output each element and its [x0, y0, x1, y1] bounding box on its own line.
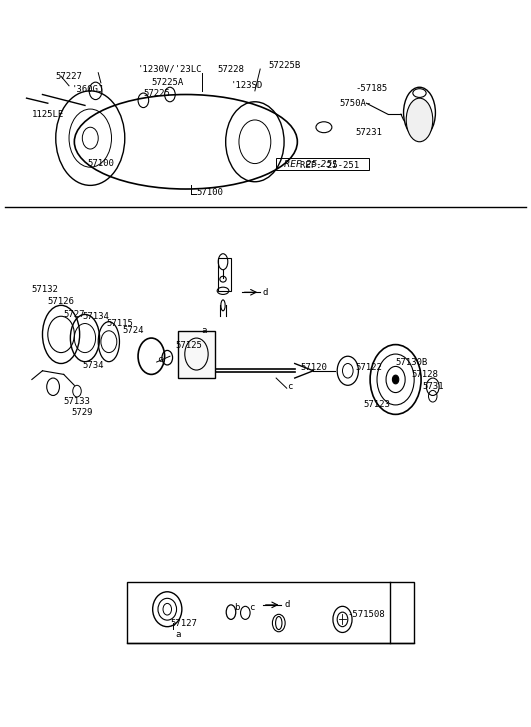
Text: 57125: 57125 — [175, 341, 202, 350]
Text: 57123: 57123 — [364, 401, 391, 409]
Text: REF. 25-251: REF. 25-251 — [300, 161, 359, 169]
Text: 5750A-: 5750A- — [340, 100, 372, 108]
Text: 57227: 57227 — [56, 72, 83, 81]
Text: 57127: 57127 — [170, 619, 197, 628]
Text: '1230V/'23LC: '1230V/'23LC — [138, 65, 202, 73]
Text: 57126: 57126 — [48, 297, 75, 306]
Text: 5731: 5731 — [422, 382, 443, 391]
Text: c: c — [287, 382, 292, 391]
Text: 57120: 57120 — [300, 363, 327, 371]
Text: 57231: 57231 — [356, 128, 383, 137]
Text: -57185: -57185 — [356, 84, 388, 93]
Text: 57133: 57133 — [64, 397, 91, 406]
Bar — [276, 158, 369, 170]
Text: 57100: 57100 — [196, 188, 224, 197]
Bar — [218, 258, 231, 291]
Text: 57225A: 57225A — [151, 78, 184, 87]
Text: 5724: 5724 — [122, 326, 143, 335]
Text: a: a — [175, 630, 181, 639]
Text: 57128: 57128 — [412, 370, 439, 379]
Text: 57115: 57115 — [106, 319, 133, 328]
Text: 57134: 57134 — [82, 312, 109, 321]
Bar — [178, 331, 215, 378]
Text: c: c — [250, 603, 255, 612]
Text: 5734: 5734 — [82, 361, 104, 370]
Text: a: a — [202, 326, 207, 335]
Text: '360GJ: '360GJ — [72, 85, 104, 94]
Text: 57132: 57132 — [32, 285, 59, 294]
Text: c: c — [157, 356, 162, 364]
Text: 57130B: 57130B — [396, 358, 428, 366]
Text: d: d — [284, 601, 289, 609]
Bar — [127, 582, 414, 643]
Text: 57225B: 57225B — [268, 61, 301, 70]
Text: 57228: 57228 — [218, 65, 245, 73]
Text: b: b — [234, 603, 239, 612]
Text: REF. 25-251: REF. 25-251 — [284, 160, 338, 169]
Text: 57100: 57100 — [88, 159, 115, 168]
Text: 1125LE: 1125LE — [32, 110, 64, 119]
Text: 57122: 57122 — [356, 363, 383, 371]
Text: -571508: -571508 — [348, 610, 386, 619]
Text: d: d — [263, 288, 268, 297]
Circle shape — [392, 375, 399, 384]
Text: 5727: 5727 — [64, 310, 85, 318]
Text: 5729: 5729 — [72, 409, 93, 417]
Text: 57225: 57225 — [143, 89, 170, 97]
Text: '123SD: '123SD — [231, 81, 263, 90]
Ellipse shape — [406, 98, 433, 142]
